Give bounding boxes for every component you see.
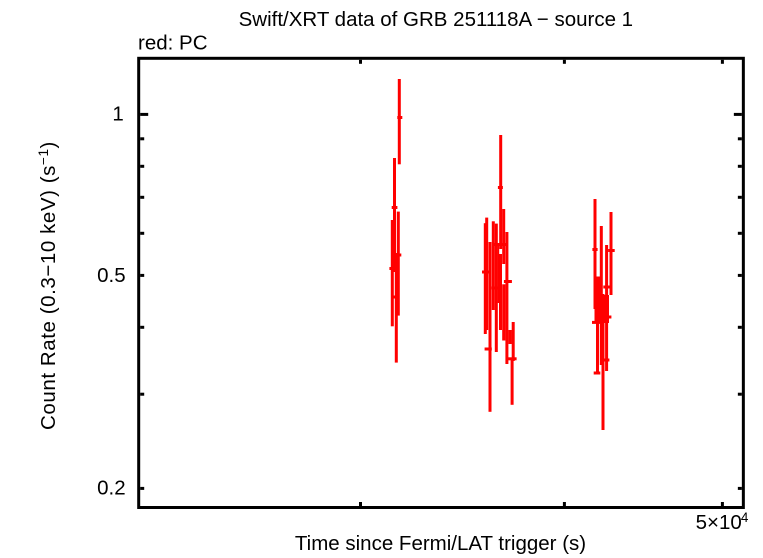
svg-text:5×10: 5×10 <box>696 511 742 534</box>
svg-text:4: 4 <box>741 510 749 525</box>
svg-text:Count Rate (0.3−10 keV) (s−1): Count Rate (0.3−10 keV) (s−1) <box>36 141 60 430</box>
svg-text:0.2: 0.2 <box>97 476 126 499</box>
svg-text:red: PC: red: PC <box>138 31 208 54</box>
svg-text:0.5: 0.5 <box>97 264 126 287</box>
svg-text:1: 1 <box>112 103 123 126</box>
svg-text:Swift/XRT data of GRB 251118A: Swift/XRT data of GRB 251118A − source 1 <box>239 8 633 31</box>
svg-text:Time since Fermi/LAT trigger (: Time since Fermi/LAT trigger (s) <box>295 532 586 555</box>
